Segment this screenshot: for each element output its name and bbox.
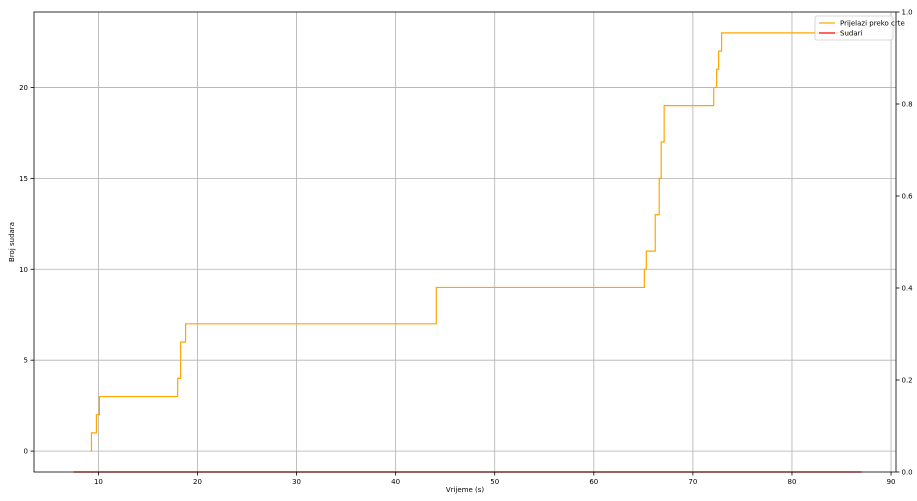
- x-tick-label: 60: [589, 478, 598, 486]
- x-tick-label: 10: [94, 478, 103, 486]
- x-axis-label: Vrijeme (s): [446, 486, 485, 494]
- y-tick-label: 5: [24, 357, 28, 365]
- y-tick-label: 0: [24, 448, 28, 456]
- y2-tick-label: 0.2: [902, 377, 913, 385]
- y-tick-label: 10: [19, 266, 28, 274]
- x-tick-label: 30: [292, 478, 301, 486]
- x-tick-label: 90: [887, 478, 896, 486]
- legend-label: Prijelazi preko crte: [840, 20, 905, 28]
- plot-frame: [33, 11, 897, 473]
- y2-tick-label: 1.0: [902, 9, 913, 17]
- x-tick-label: 50: [490, 478, 499, 486]
- x-axis-ticks: 10 20 30 40 50 60 70 80 90: [94, 472, 896, 486]
- legend-box: [814, 15, 894, 41]
- y-axis-ticks: 0 5 10 15 20: [19, 84, 34, 456]
- series-line: [90, 32, 852, 452]
- grid: [34, 12, 896, 472]
- y2-axis-ticks: 0.0 0.2 0.4 0.6 0.8 1.0: [896, 9, 913, 477]
- legend-label: Sudari: [840, 30, 862, 38]
- legend: Prijelazi preko crte Sudari: [814, 15, 905, 41]
- y2-tick-label: 0.8: [902, 101, 913, 109]
- y-axis-label: Broj sudara: [8, 222, 16, 262]
- y2-tick-label: 0.0: [902, 469, 913, 477]
- y2-tick-label: 0.6: [902, 193, 914, 201]
- y-tick-label: 15: [19, 175, 28, 183]
- x-tick-label: 80: [788, 478, 797, 486]
- x-tick-label: 20: [193, 478, 202, 486]
- x-tick-label: 70: [688, 478, 697, 486]
- y2-tick-label: 0.4: [902, 285, 914, 293]
- x-tick-label: 40: [391, 478, 400, 486]
- y-tick-label: 20: [19, 84, 28, 92]
